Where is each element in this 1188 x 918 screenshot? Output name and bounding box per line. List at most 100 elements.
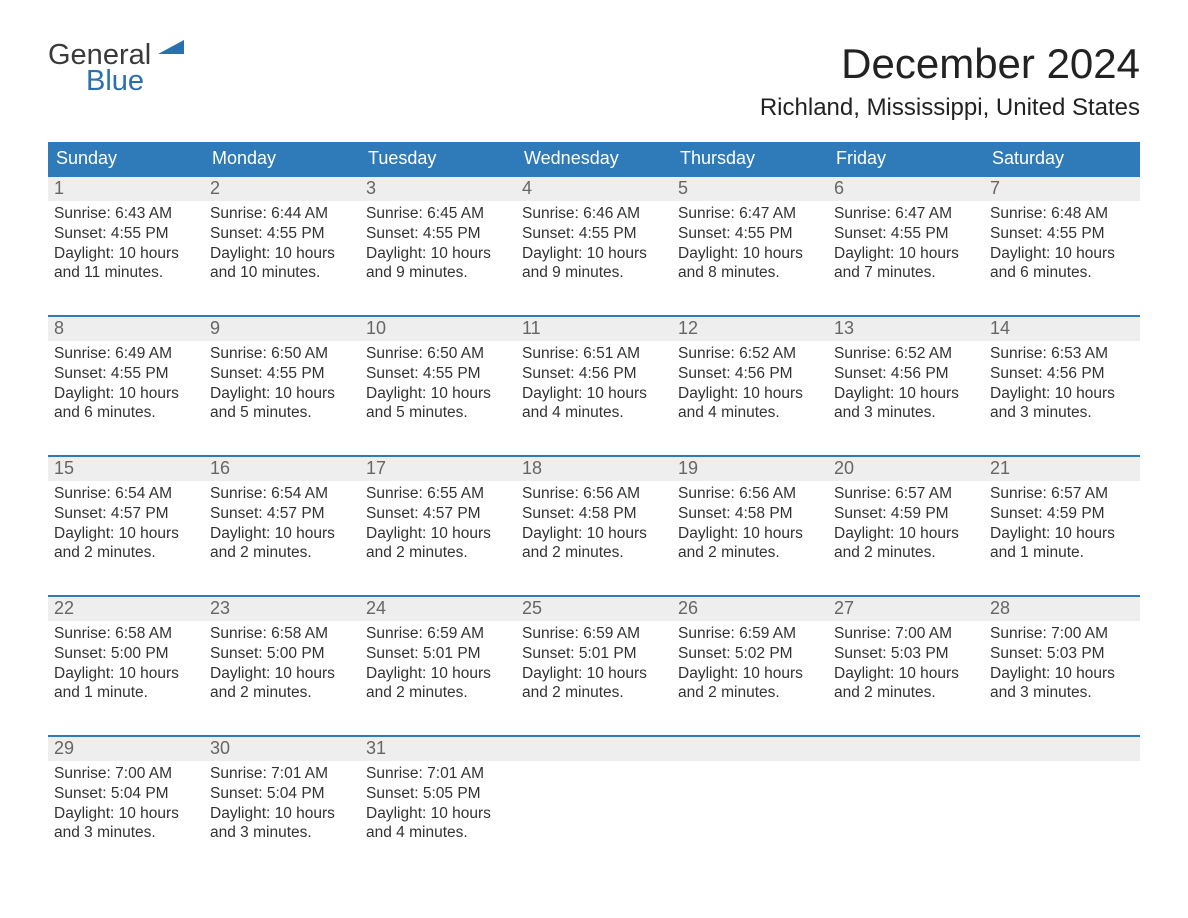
day-number: 25 bbox=[522, 598, 542, 618]
sunset-text: Sunset: 5:00 PM bbox=[210, 644, 354, 664]
sunrise-text: Sunrise: 6:59 AM bbox=[366, 624, 510, 644]
day-body: Sunrise: 6:59 AMSunset: 5:02 PMDaylight:… bbox=[672, 621, 828, 707]
sunrise-text: Sunrise: 7:00 AM bbox=[54, 764, 198, 784]
day-cell bbox=[828, 737, 984, 855]
day-number: 15 bbox=[54, 458, 74, 478]
day-cell: 23Sunrise: 6:58 AMSunset: 5:00 PMDayligh… bbox=[204, 597, 360, 715]
day-number: 28 bbox=[990, 598, 1010, 618]
daylight-text: Daylight: 10 hours and 8 minutes. bbox=[678, 244, 822, 284]
daylight-text: Daylight: 10 hours and 2 minutes. bbox=[678, 524, 822, 564]
day-number-row: 31 bbox=[360, 737, 516, 761]
day-number: 5 bbox=[678, 178, 688, 198]
day-number: 31 bbox=[366, 738, 386, 758]
day-body: Sunrise: 6:56 AMSunset: 4:58 PMDaylight:… bbox=[672, 481, 828, 567]
daylight-text: Daylight: 10 hours and 4 minutes. bbox=[522, 384, 666, 424]
day-body: Sunrise: 6:59 AMSunset: 5:01 PMDaylight:… bbox=[360, 621, 516, 707]
day-number-row: 18 bbox=[516, 457, 672, 481]
day-cell: 21 Sunrise: 6:57 AMSunset: 4:59 PMDayligh… bbox=[984, 457, 1140, 575]
day-number-row: 6 bbox=[828, 177, 984, 201]
sunset-text: Sunset: 4:55 PM bbox=[366, 224, 510, 244]
sunset-text: Sunset: 4:55 PM bbox=[834, 224, 978, 244]
flag-icon bbox=[158, 40, 184, 58]
sunset-text: Sunset: 5:04 PM bbox=[210, 784, 354, 804]
day-number-row: 10 bbox=[360, 317, 516, 341]
calendar: SundayMondayTuesdayWednesdayThursdayFrid… bbox=[48, 142, 1140, 855]
sunset-text: Sunset: 4:56 PM bbox=[678, 364, 822, 384]
day-cell bbox=[516, 737, 672, 855]
day-cell: 18Sunrise: 6:56 AMSunset: 4:58 PMDayligh… bbox=[516, 457, 672, 575]
day-body: Sunrise: 6:44 AMSunset: 4:55 PMDaylight:… bbox=[204, 201, 360, 287]
day-cell: 14 Sunrise: 6:53 AMSunset: 4:56 PMDayligh… bbox=[984, 317, 1140, 435]
day-body: Sunrise: 7:01 AMSunset: 5:05 PMDaylight:… bbox=[360, 761, 516, 847]
sunset-text: Sunset: 4:55 PM bbox=[366, 364, 510, 384]
day-cell: 12Sunrise: 6:52 AMSunset: 4:56 PMDayligh… bbox=[672, 317, 828, 435]
daylight-text: Daylight: 10 hours and 9 minutes. bbox=[522, 244, 666, 284]
daylight-text: Daylight: 10 hours and 2 minutes. bbox=[678, 664, 822, 704]
day-number: 21 bbox=[990, 458, 1010, 478]
daylight-text: Daylight: 10 hours and 10 minutes. bbox=[210, 244, 354, 284]
sunset-text: Sunset: 4:56 PM bbox=[990, 364, 1134, 384]
sunset-text: Sunset: 4:55 PM bbox=[54, 224, 198, 244]
daylight-text: Daylight: 10 hours and 2 minutes. bbox=[366, 524, 510, 564]
day-number-row bbox=[516, 737, 672, 761]
day-number-row: 27 bbox=[828, 597, 984, 621]
day-cell bbox=[672, 737, 828, 855]
day-body bbox=[828, 761, 984, 768]
sunrise-text: Sunrise: 6:50 AM bbox=[366, 344, 510, 364]
day-number-row: 7 bbox=[984, 177, 1140, 201]
day-number: 22 bbox=[54, 598, 74, 618]
sunrise-text: Sunrise: 6:53 AM bbox=[990, 344, 1134, 364]
daylight-text: Daylight: 10 hours and 11 minutes. bbox=[54, 244, 198, 284]
sunrise-text: Sunrise: 6:47 AM bbox=[834, 204, 978, 224]
day-body: Sunrise: 7:01 AMSunset: 5:04 PMDaylight:… bbox=[204, 761, 360, 847]
sunrise-text: Sunrise: 6:56 AM bbox=[522, 484, 666, 504]
day-cell: 7Sunrise: 6:48 AMSunset: 4:55 PMDaylight… bbox=[984, 177, 1140, 295]
daylight-text: Daylight: 10 hours and 1 minute. bbox=[54, 664, 198, 704]
day-number: 1 bbox=[54, 178, 64, 198]
day-body: Sunrise: 6:54 AMSunset: 4:57 PMDaylight:… bbox=[204, 481, 360, 567]
daylight-text: Daylight: 10 hours and 3 minutes. bbox=[990, 384, 1134, 424]
day-body: Sunrise: 6:51 AMSunset: 4:56 PMDaylight:… bbox=[516, 341, 672, 427]
day-body: Sunrise: 6:43 AMSunset: 4:55 PMDaylight:… bbox=[48, 201, 204, 287]
sunset-text: Sunset: 4:55 PM bbox=[678, 224, 822, 244]
day-number: 8 bbox=[54, 318, 64, 338]
day-cell: 22Sunrise: 6:58 AMSunset: 5:00 PMDayligh… bbox=[48, 597, 204, 715]
day-number-row: 19 bbox=[672, 457, 828, 481]
sunrise-text: Sunrise: 6:52 AM bbox=[678, 344, 822, 364]
dow-label: Friday bbox=[828, 142, 984, 175]
sunrise-text: Sunrise: 6:51 AM bbox=[522, 344, 666, 364]
day-body: Sunrise: 6:54 AMSunset: 4:57 PMDaylight:… bbox=[48, 481, 204, 567]
day-body: Sunrise: 6:57 AMSunset: 4:59 PMDaylight:… bbox=[984, 481, 1140, 567]
sunrise-text: Sunrise: 6:49 AM bbox=[54, 344, 198, 364]
day-number: 20 bbox=[834, 458, 854, 478]
daylight-text: Daylight: 10 hours and 2 minutes. bbox=[210, 524, 354, 564]
daylight-text: Daylight: 10 hours and 2 minutes. bbox=[522, 664, 666, 704]
dow-label: Thursday bbox=[672, 142, 828, 175]
day-number-row: 4 bbox=[516, 177, 672, 201]
sunrise-text: Sunrise: 7:00 AM bbox=[990, 624, 1134, 644]
day-number: 24 bbox=[366, 598, 386, 618]
daylight-text: Daylight: 10 hours and 3 minutes. bbox=[54, 804, 198, 844]
month-title: December 2024 bbox=[760, 40, 1140, 88]
day-number: 29 bbox=[54, 738, 74, 758]
week-row: 29Sunrise: 7:00 AMSunset: 5:04 PMDayligh… bbox=[48, 735, 1140, 855]
day-body: Sunrise: 6:49 AMSunset: 4:55 PMDaylight:… bbox=[48, 341, 204, 427]
sunset-text: Sunset: 4:55 PM bbox=[54, 364, 198, 384]
week-row: 8Sunrise: 6:49 AMSunset: 4:55 PMDaylight… bbox=[48, 315, 1140, 435]
page-header: General Blue December 2024 Richland, Mis… bbox=[48, 40, 1140, 134]
brand-logo: General Blue bbox=[48, 40, 184, 97]
day-cell: 2Sunrise: 6:44 AMSunset: 4:55 PMDaylight… bbox=[204, 177, 360, 295]
sunset-text: Sunset: 4:59 PM bbox=[834, 504, 978, 524]
day-body: Sunrise: 6:57 AMSunset: 4:59 PMDaylight:… bbox=[828, 481, 984, 567]
day-cell: 6Sunrise: 6:47 AMSunset: 4:55 PMDaylight… bbox=[828, 177, 984, 295]
day-body: Sunrise: 7:00 AMSunset: 5:04 PMDaylight:… bbox=[48, 761, 204, 847]
day-number-row: 9 bbox=[204, 317, 360, 341]
day-number: 7 bbox=[990, 178, 1000, 198]
day-number-row: 12 bbox=[672, 317, 828, 341]
day-number: 18 bbox=[522, 458, 542, 478]
sunset-text: Sunset: 4:56 PM bbox=[522, 364, 666, 384]
week-row: 15 Sunrise: 6:54 AMSunset: 4:57 PMDayligh… bbox=[48, 455, 1140, 575]
day-number-row: 14 bbox=[984, 317, 1140, 341]
sunset-text: Sunset: 5:01 PM bbox=[522, 644, 666, 664]
day-cell: 3Sunrise: 6:45 AMSunset: 4:55 PMDaylight… bbox=[360, 177, 516, 295]
